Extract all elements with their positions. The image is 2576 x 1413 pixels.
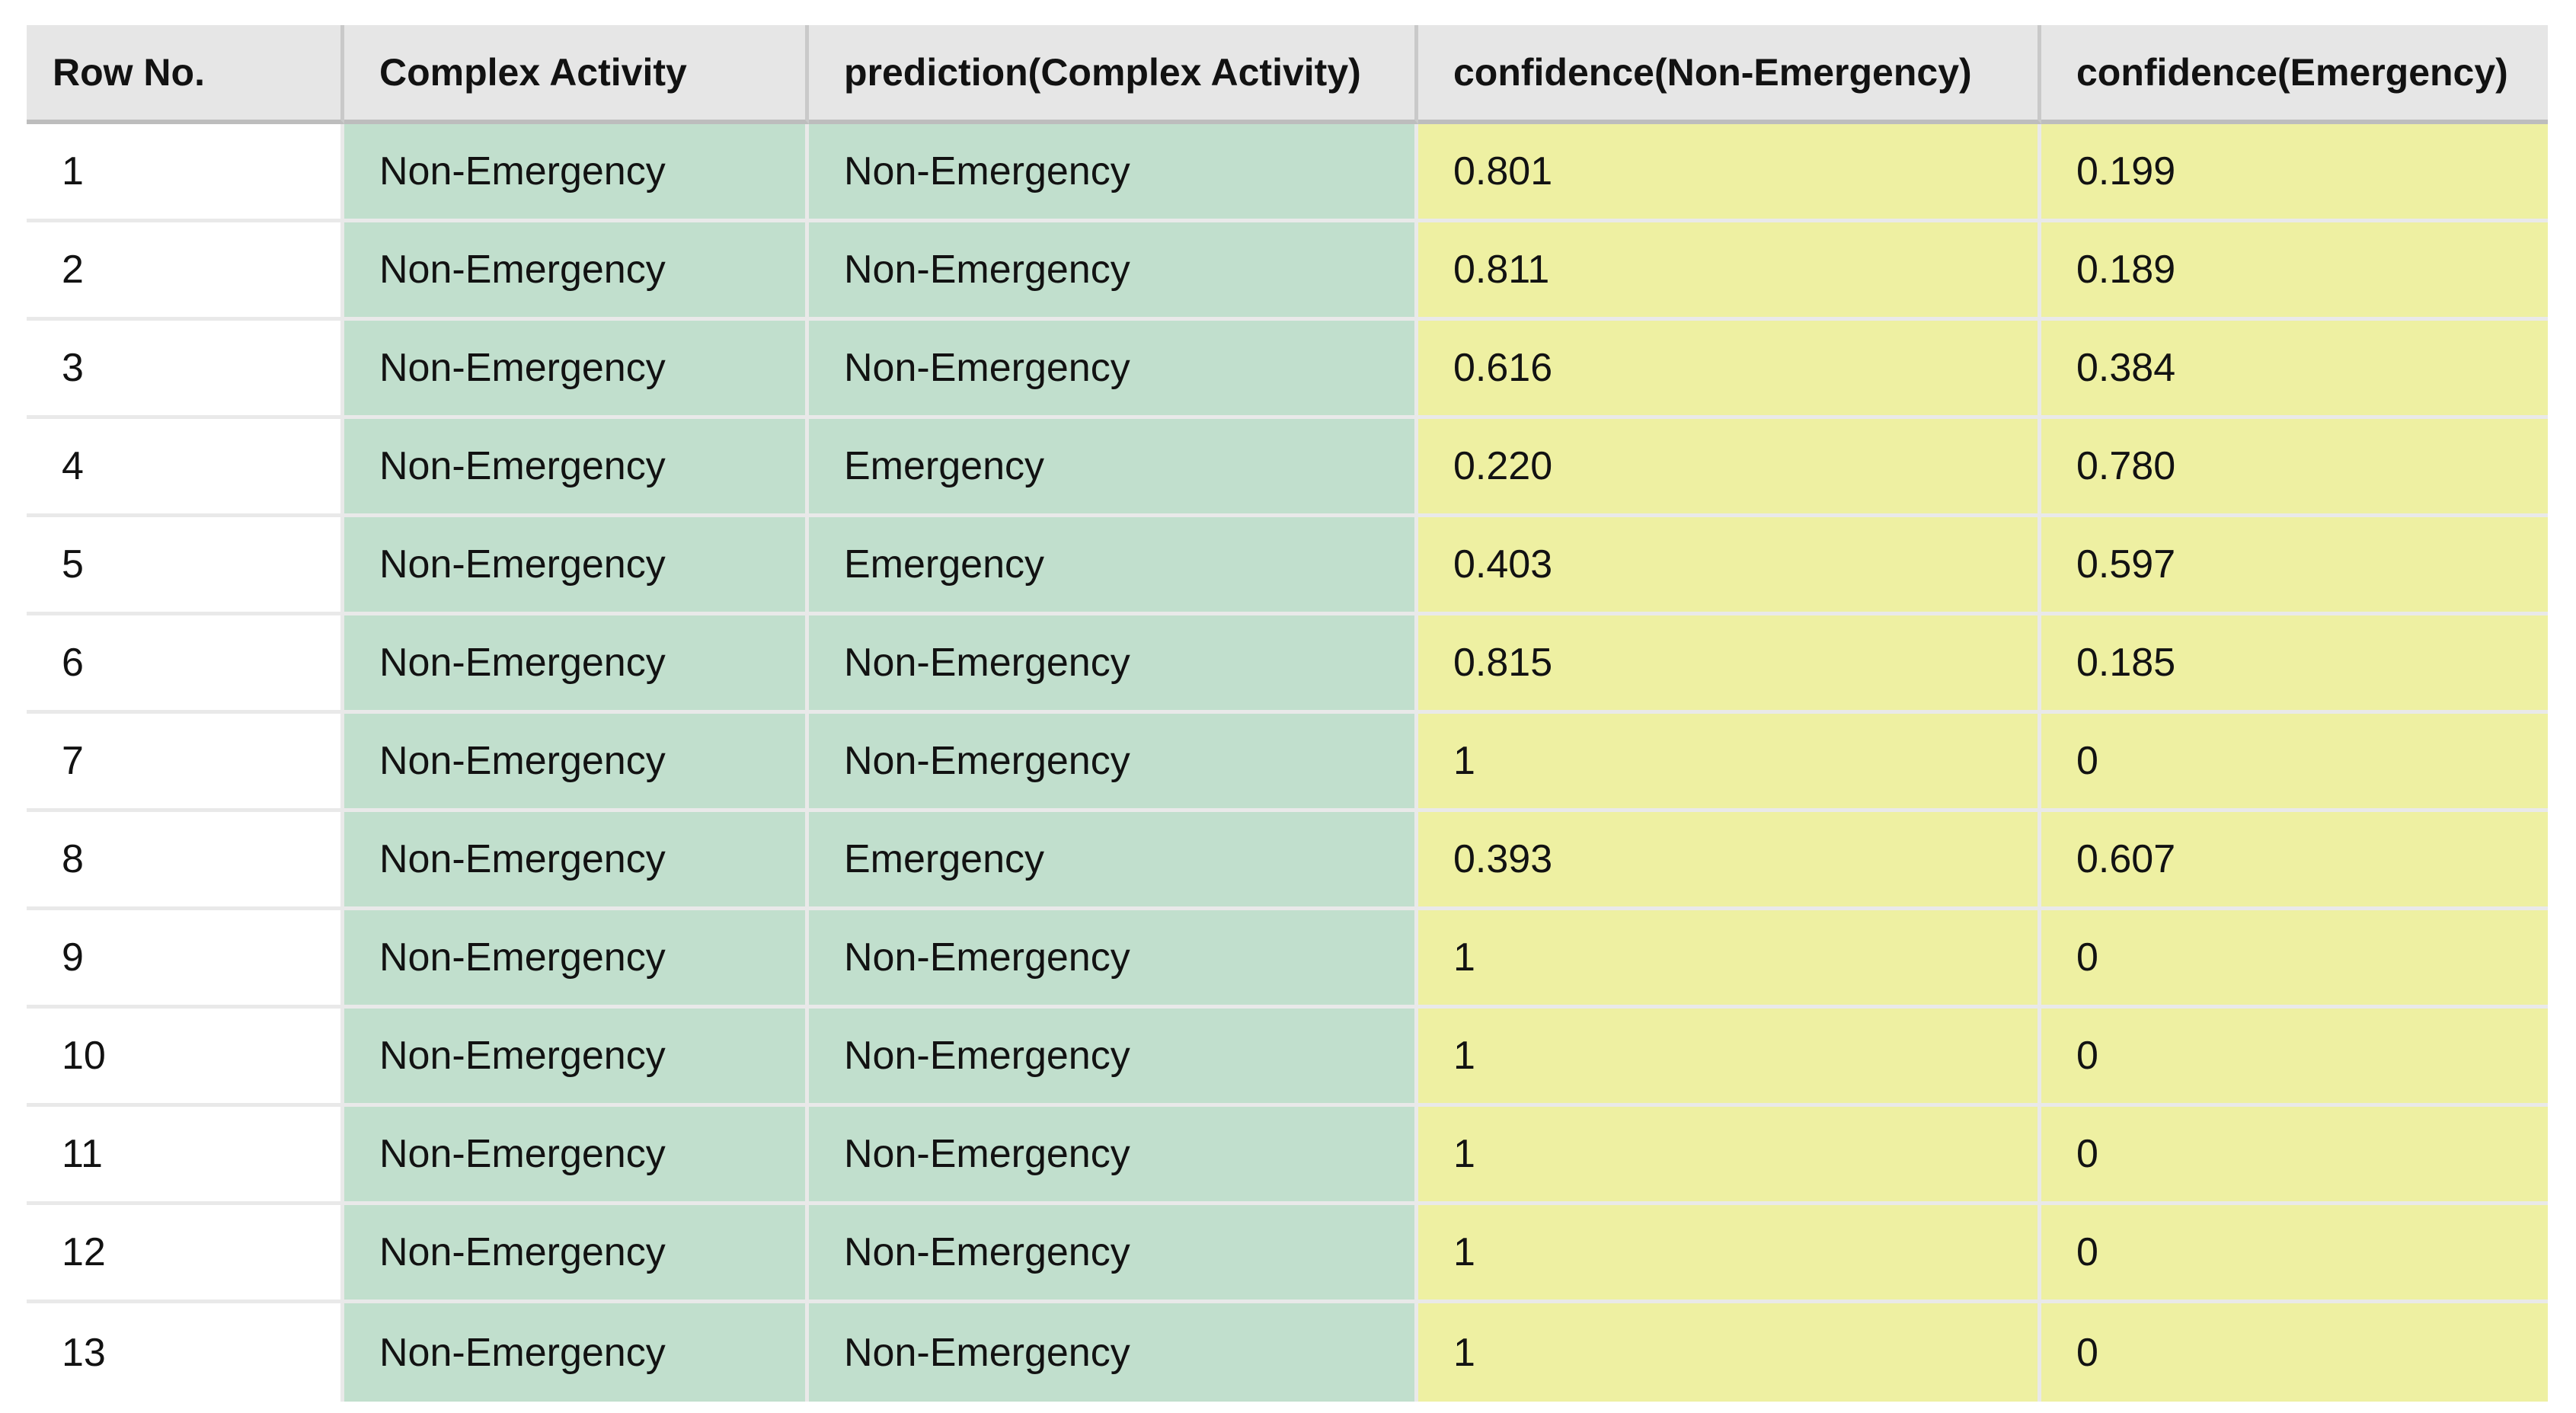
cell-row-no: 5 [27, 517, 344, 615]
table-row: 3 Non-Emergency Non-Emergency 0.616 0.38… [27, 321, 2548, 419]
cell-prediction: Emergency [809, 419, 1418, 517]
cell-confidence-emergency: 0 [2041, 1009, 2548, 1107]
cell-confidence-emergency: 0.189 [2041, 222, 2548, 321]
table-row: 2 Non-Emergency Non-Emergency 0.811 0.18… [27, 222, 2548, 321]
cell-complex-activity: Non-Emergency [344, 1303, 809, 1402]
cell-prediction: Non-Emergency [809, 1009, 1418, 1107]
cell-prediction: Non-Emergency [809, 1107, 1418, 1205]
cell-confidence-emergency: 0.199 [2041, 124, 2548, 222]
table-row: 8 Non-Emergency Emergency 0.393 0.607 [27, 812, 2548, 910]
cell-row-no: 6 [27, 615, 344, 714]
cell-row-no: 2 [27, 222, 344, 321]
table-row: 11 Non-Emergency Non-Emergency 1 0 [27, 1107, 2548, 1205]
table-row: 13 Non-Emergency Non-Emergency 1 0 [27, 1303, 2548, 1402]
cell-confidence-non-emergency: 0.815 [1418, 615, 2041, 714]
cell-confidence-non-emergency: 0.801 [1418, 124, 2041, 222]
table-header-row: Row No. Complex Activity prediction(Comp… [27, 25, 2548, 124]
cell-row-no: 1 [27, 124, 344, 222]
cell-confidence-non-emergency: 1 [1418, 1009, 2041, 1107]
cell-confidence-non-emergency: 1 [1418, 714, 2041, 812]
column-header-complex-activity[interactable]: Complex Activity [344, 25, 809, 124]
cell-confidence-non-emergency: 0.403 [1418, 517, 2041, 615]
cell-confidence-non-emergency: 1 [1418, 1205, 2041, 1303]
cell-prediction: Non-Emergency [809, 124, 1418, 222]
cell-row-no: 12 [27, 1205, 344, 1303]
cell-confidence-non-emergency: 0.811 [1418, 222, 2041, 321]
cell-confidence-emergency: 0.597 [2041, 517, 2548, 615]
cell-row-no: 4 [27, 419, 344, 517]
cell-confidence-non-emergency: 0.616 [1418, 321, 2041, 419]
table-row: 10 Non-Emergency Non-Emergency 1 0 [27, 1009, 2548, 1107]
cell-complex-activity: Non-Emergency [344, 419, 809, 517]
cell-complex-activity: Non-Emergency [344, 615, 809, 714]
cell-complex-activity: Non-Emergency [344, 1107, 809, 1205]
cell-row-no: 7 [27, 714, 344, 812]
cell-confidence-emergency: 0 [2041, 1205, 2548, 1303]
column-header-confidence-non-emergency[interactable]: confidence(Non-Emergency) [1418, 25, 2041, 124]
table-row: 4 Non-Emergency Emergency 0.220 0.780 [27, 419, 2548, 517]
cell-complex-activity: Non-Emergency [344, 222, 809, 321]
cell-complex-activity: Non-Emergency [344, 1205, 809, 1303]
cell-prediction: Non-Emergency [809, 910, 1418, 1009]
cell-complex-activity: Non-Emergency [344, 1009, 809, 1107]
cell-prediction: Non-Emergency [809, 321, 1418, 419]
cell-prediction: Emergency [809, 812, 1418, 910]
cell-row-no: 13 [27, 1303, 344, 1402]
cell-complex-activity: Non-Emergency [344, 517, 809, 615]
column-header-row-no[interactable]: Row No. [27, 25, 344, 124]
cell-complex-activity: Non-Emergency [344, 124, 809, 222]
cell-confidence-emergency: 0 [2041, 1303, 2548, 1402]
cell-prediction: Non-Emergency [809, 222, 1418, 321]
cell-confidence-non-emergency: 1 [1418, 1107, 2041, 1205]
cell-confidence-emergency: 0.384 [2041, 321, 2548, 419]
table-row: 5 Non-Emergency Emergency 0.403 0.597 [27, 517, 2548, 615]
cell-confidence-non-emergency: 0.220 [1418, 419, 2041, 517]
cell-row-no: 10 [27, 1009, 344, 1107]
cell-row-no: 3 [27, 321, 344, 419]
cell-prediction: Non-Emergency [809, 1205, 1418, 1303]
cell-complex-activity: Non-Emergency [344, 910, 809, 1009]
table-row: 9 Non-Emergency Non-Emergency 1 0 [27, 910, 2548, 1009]
results-table-view: Row No. Complex Activity prediction(Comp… [27, 25, 2548, 1402]
column-header-confidence-emergency[interactable]: confidence(Emergency) [2041, 25, 2548, 124]
column-header-prediction[interactable]: prediction(Complex Activity) [809, 25, 1418, 124]
cell-row-no: 11 [27, 1107, 344, 1205]
example-set-table: Row No. Complex Activity prediction(Comp… [27, 25, 2548, 1402]
cell-prediction: Emergency [809, 517, 1418, 615]
cell-confidence-emergency: 0.607 [2041, 812, 2548, 910]
cell-complex-activity: Non-Emergency [344, 714, 809, 812]
cell-row-no: 9 [27, 910, 344, 1009]
table-row: 6 Non-Emergency Non-Emergency 0.815 0.18… [27, 615, 2548, 714]
cell-confidence-non-emergency: 1 [1418, 1303, 2041, 1402]
table-row: 1 Non-Emergency Non-Emergency 0.801 0.19… [27, 124, 2548, 222]
cell-confidence-emergency: 0 [2041, 910, 2548, 1009]
cell-confidence-non-emergency: 1 [1418, 910, 2041, 1009]
cell-complex-activity: Non-Emergency [344, 812, 809, 910]
cell-prediction: Non-Emergency [809, 615, 1418, 714]
cell-prediction: Non-Emergency [809, 714, 1418, 812]
cell-complex-activity: Non-Emergency [344, 321, 809, 419]
cell-row-no: 8 [27, 812, 344, 910]
cell-prediction: Non-Emergency [809, 1303, 1418, 1402]
cell-confidence-emergency: 0 [2041, 1107, 2548, 1205]
cell-confidence-emergency: 0.780 [2041, 419, 2548, 517]
cell-confidence-emergency: 0 [2041, 714, 2548, 812]
cell-confidence-emergency: 0.185 [2041, 615, 2548, 714]
table-row: 12 Non-Emergency Non-Emergency 1 0 [27, 1205, 2548, 1303]
table-row: 7 Non-Emergency Non-Emergency 1 0 [27, 714, 2548, 812]
cell-confidence-non-emergency: 0.393 [1418, 812, 2041, 910]
